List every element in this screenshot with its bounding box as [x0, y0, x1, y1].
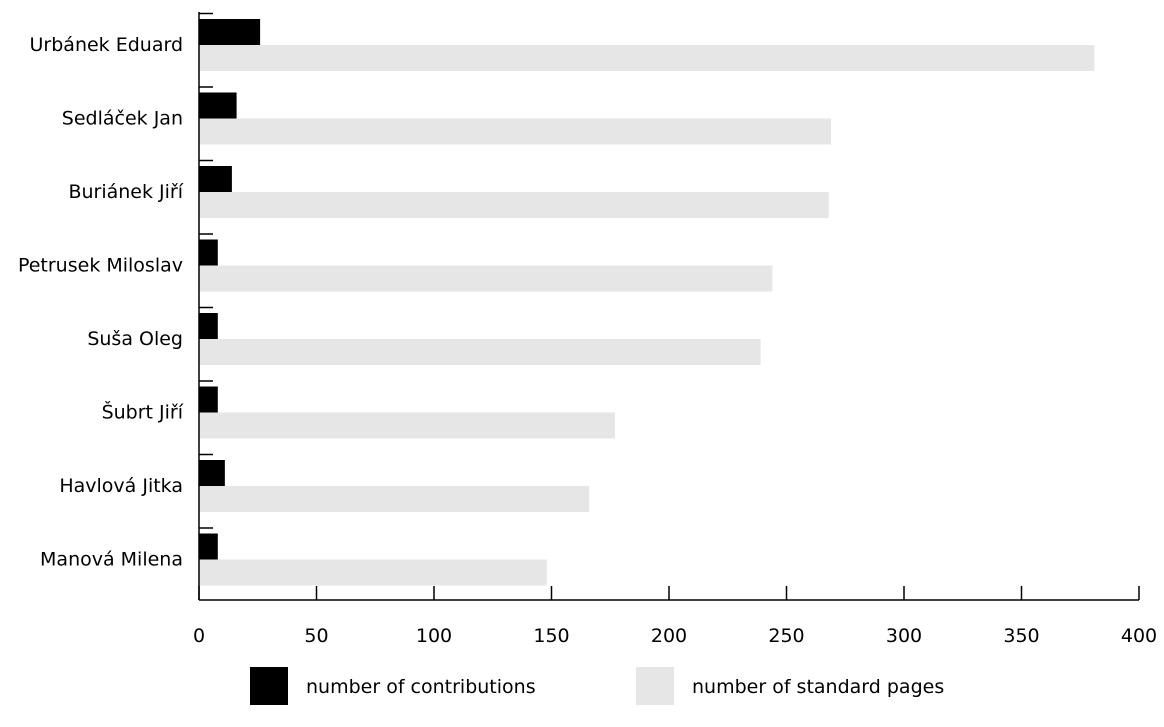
bar-standard-pages: [199, 412, 615, 439]
bar-standard-pages: [199, 118, 832, 145]
legend-swatch-standard-pages: [636, 667, 674, 705]
category-labels: Urbánek Eduard Sedláček Jan Buriánek Jiří P…: [18, 34, 184, 571]
category-label: Sedláček Jan: [62, 108, 183, 130]
category-label: Urbánek Eduard: [30, 34, 183, 56]
legend: number of contributions number of standar…: [250, 667, 944, 705]
bar-standard-pages: [199, 192, 829, 218]
legend-label: number of contributions: [306, 676, 536, 698]
category-label: Havlová Jitka: [59, 475, 183, 497]
bar-contributions: [199, 19, 261, 45]
category-label: Suša Oleg: [87, 328, 183, 350]
bar-standard-pages: [199, 486, 590, 512]
x-tick-label: 150: [533, 625, 569, 647]
category-label: Manová Milena: [40, 549, 183, 571]
category-label: Buriánek Jiří: [68, 181, 183, 203]
x-tick-label: 200: [651, 625, 687, 647]
bar-contributions: [199, 166, 232, 192]
bar-contributions: [199, 460, 225, 486]
bar-contributions: [199, 386, 218, 413]
category-label: Šubrt Jiří: [102, 400, 184, 424]
x-tick-label: 250: [768, 625, 804, 647]
x-tick-label: 100: [416, 625, 452, 647]
x-tick-label: 400: [1121, 625, 1157, 647]
x-tick-label: 300: [886, 625, 922, 647]
bar-contributions: [199, 239, 218, 266]
x-tick-label: 50: [304, 625, 328, 647]
bar-contributions: [199, 313, 218, 339]
bar-contributions: [199, 533, 218, 560]
x-axis-ticks: 0 50 100 150 200 250 300 350 400: [193, 586, 1157, 647]
bars-group: [199, 19, 1095, 586]
y-axis-ticks: [199, 12, 213, 529]
bar-contributions: [199, 92, 237, 119]
bar-standard-pages: [199, 339, 761, 365]
category-label: Petrusek Miloslav: [18, 255, 183, 277]
bar-standard-pages: [199, 559, 547, 586]
x-tick-label: 0: [193, 625, 205, 647]
legend-label: number of standard pages: [692, 676, 944, 698]
bar-standard-pages: [199, 45, 1095, 71]
x-tick-label: 350: [1003, 625, 1039, 647]
bar-standard-pages: [199, 265, 773, 292]
legend-swatch-contributions: [250, 667, 288, 705]
